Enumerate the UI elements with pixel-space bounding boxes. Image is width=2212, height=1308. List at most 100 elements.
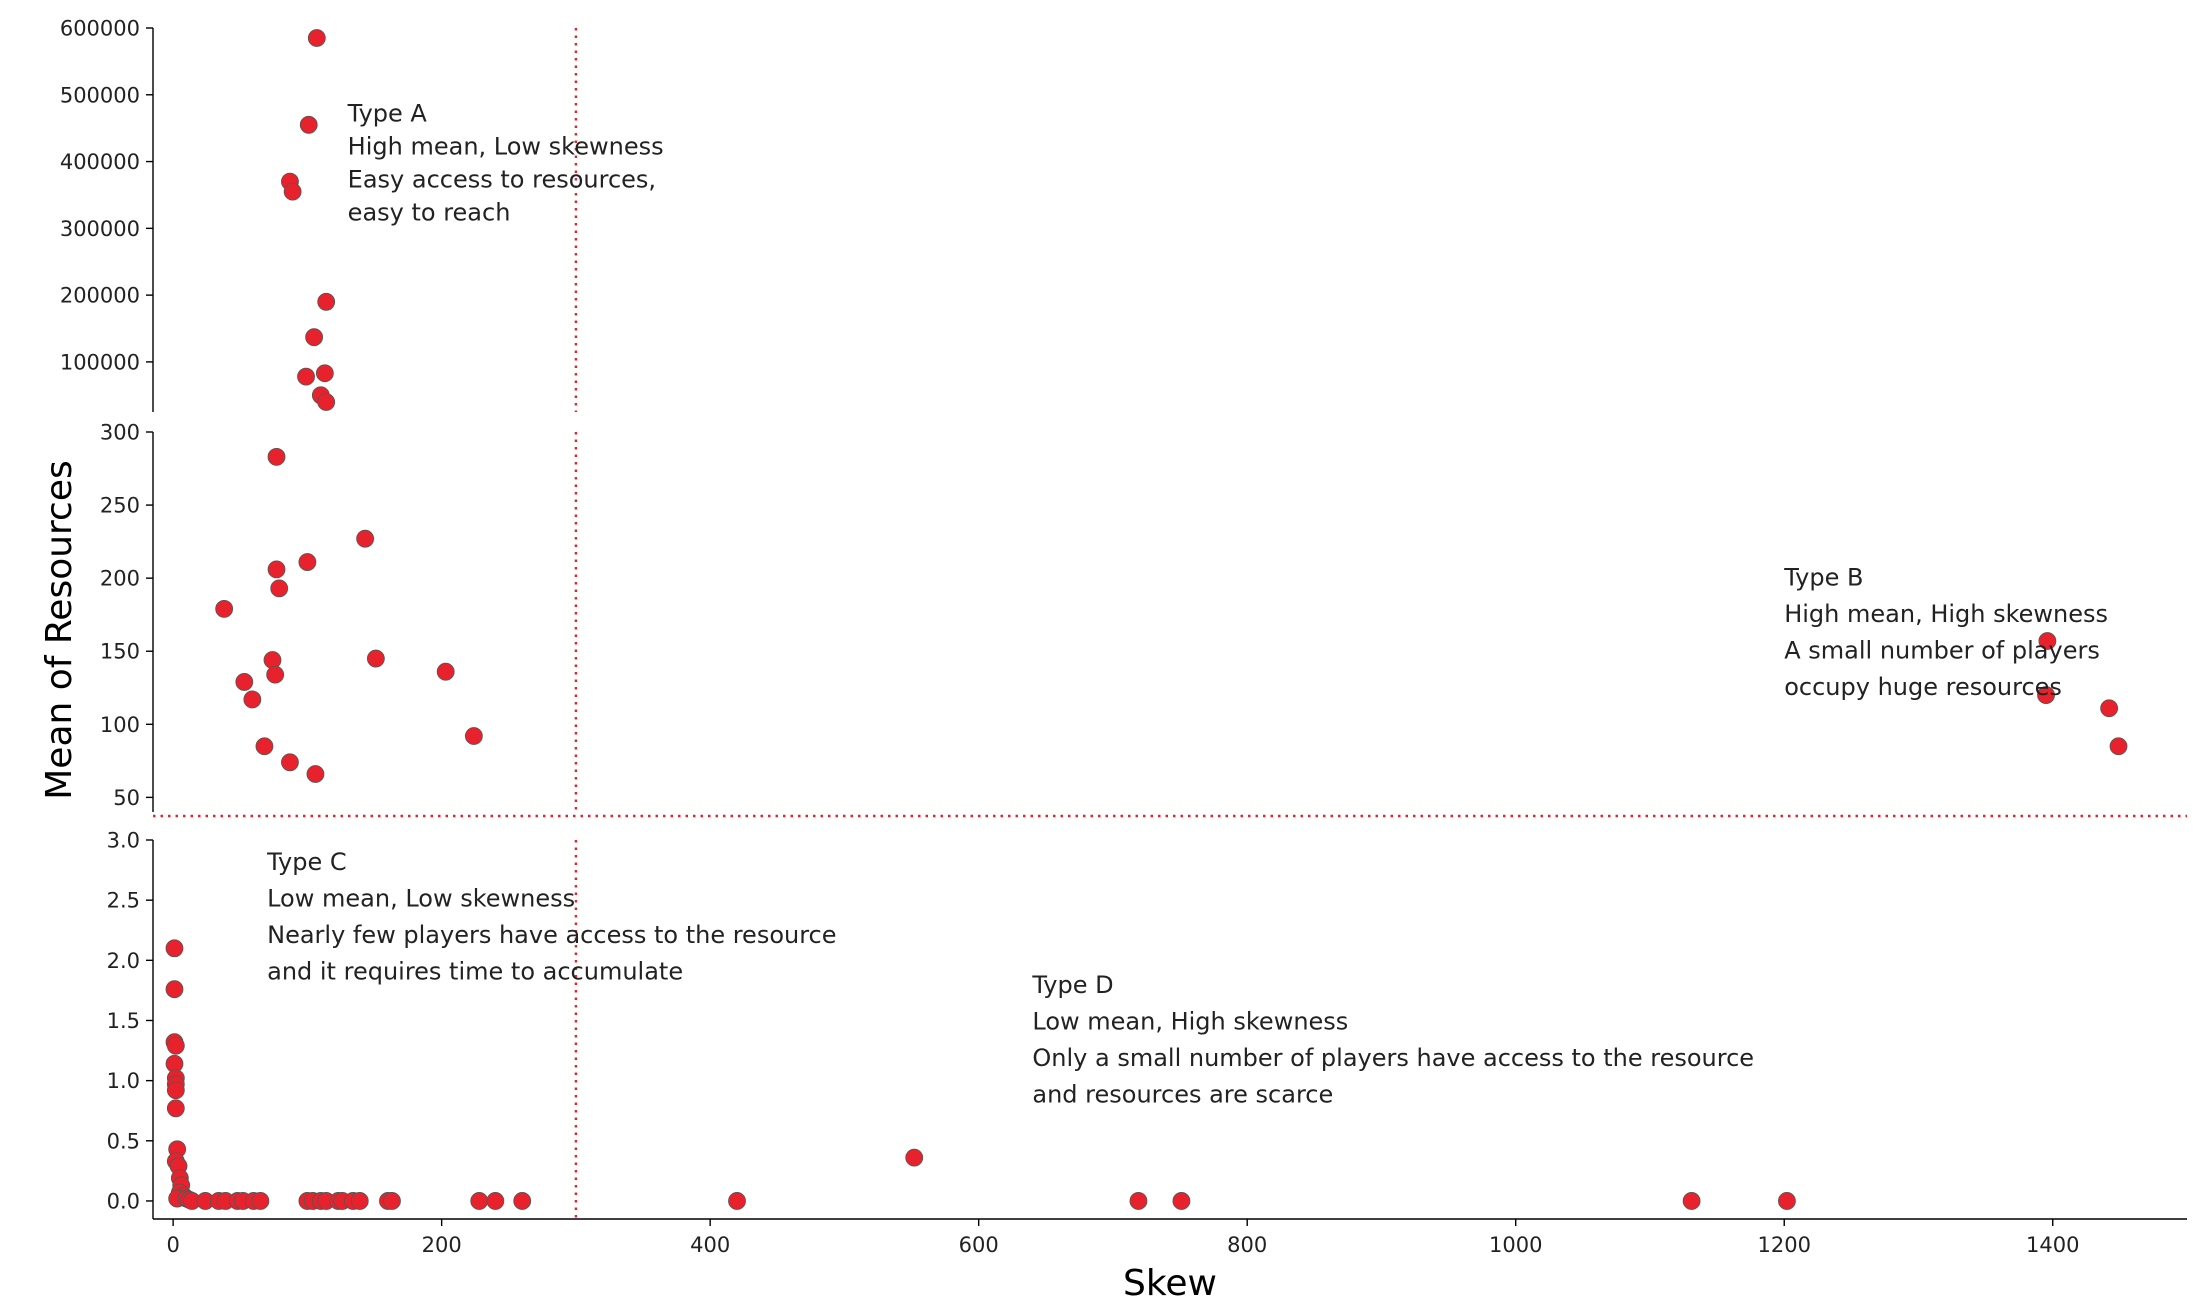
panel-middle: 50 100 150 200 250 300 — [100, 421, 154, 812]
x-tick-label: 800 — [1227, 1233, 1267, 1257]
data-point — [166, 1081, 185, 1100]
y-tick-label: 0.0 — [107, 1189, 140, 1213]
data-point — [281, 753, 299, 772]
data-point — [251, 1192, 270, 1210]
x-tick-label: 1400 — [2026, 1233, 2079, 1257]
data-point — [165, 980, 184, 999]
y-tick-label: 0.5 — [107, 1129, 140, 1153]
data-point — [297, 367, 315, 386]
x-tick-label: 200 — [422, 1233, 462, 1257]
x-tick-label: 1000 — [1489, 1233, 1542, 1257]
reference-lines — [153, 28, 2187, 1219]
annotation-line: easy to reach — [348, 198, 511, 226]
annotation-line: High mean, High skewness — [1784, 600, 2108, 628]
data-point — [486, 1192, 505, 1210]
data-point — [728, 1192, 746, 1210]
data-point — [1778, 1192, 1796, 1210]
data-point — [2037, 686, 2055, 704]
data-point — [215, 599, 234, 618]
data-point — [307, 29, 326, 47]
data-point — [315, 364, 334, 383]
data-point — [298, 553, 317, 571]
y-tick-label: 400000 — [60, 150, 140, 174]
data-point — [305, 328, 324, 347]
x-tick-label: 0 — [166, 1233, 179, 1257]
data-point — [1682, 1192, 1701, 1210]
annotation-line: Type A — [347, 99, 428, 127]
annotation-type-d: Type D Low mean, High skewness Only a smal… — [1031, 971, 1754, 1109]
annotation-line: High mean, Low skewness — [348, 132, 664, 160]
annotations: Type A High mean, Low skewness Easy access… — [266, 99, 2108, 1108]
y-tick-label: 50 — [113, 786, 140, 810]
data-point — [1129, 1192, 1148, 1210]
annotation-line: Only a small number of players have acce… — [1032, 1044, 1754, 1072]
y-tick-label: 1.5 — [107, 1009, 140, 1033]
y-tick-label: 300000 — [60, 217, 140, 241]
data-points — [165, 29, 2128, 1210]
data-point — [317, 292, 336, 311]
data-point — [383, 1192, 401, 1210]
data-point — [270, 579, 289, 598]
y-tick-label: 200 — [100, 567, 140, 591]
data-point — [266, 665, 285, 684]
x-axis: 0 200 400 600 800 1000 1200 1400 — [153, 1218, 2187, 1257]
annotation-type-c: Type C Low mean, Low skewness Nearly few p… — [266, 848, 836, 986]
y-tick-label: 500000 — [60, 83, 140, 107]
annotation-line: Low mean, High skewness — [1032, 1007, 1348, 1035]
annotation-line: Low mean, Low skewness — [267, 885, 575, 913]
data-point — [166, 1036, 185, 1055]
data-point — [2100, 699, 2119, 718]
data-point — [905, 1148, 924, 1167]
annotation-type-b: Type B High mean, High skewness A small nu… — [1783, 563, 2108, 701]
annotation-line: Nearly few players have access to the re… — [267, 921, 836, 949]
y-tick-label: 300 — [100, 421, 140, 445]
annotation-line: A small number of players — [1784, 636, 2100, 664]
y-tick-label: 200000 — [60, 284, 140, 308]
y-tick-label: 100 — [100, 713, 140, 737]
data-point — [263, 651, 282, 669]
data-point — [464, 727, 483, 745]
data-point — [350, 1192, 369, 1210]
data-point — [317, 393, 336, 411]
data-point — [2038, 632, 2057, 650]
data-point — [356, 529, 375, 548]
y-tick-label: 100000 — [60, 350, 140, 374]
chart-panels: 100000 200000 300000 400000 500000 600000 50 10… — [60, 17, 154, 1219]
annotation-line: occupy huge resources — [1784, 673, 2062, 701]
data-point — [366, 649, 385, 668]
annotation-line: and it requires time to accumulate — [267, 958, 683, 986]
annotation-line: Type B — [1783, 563, 1863, 591]
data-point — [283, 182, 302, 201]
x-tick-label: 1200 — [1758, 1233, 1811, 1257]
data-point — [267, 447, 286, 466]
data-point — [166, 1099, 185, 1118]
x-tick-label: 400 — [690, 1233, 730, 1257]
data-point — [436, 662, 455, 681]
y-tick-label: 3.0 — [107, 829, 140, 853]
data-point — [255, 737, 274, 756]
y-tick-label: 150 — [100, 640, 140, 664]
data-point — [306, 765, 325, 783]
y-tick-label: 600000 — [60, 17, 140, 41]
annotation-line: Easy access to resources, — [348, 165, 656, 193]
y-tick-label: 1.0 — [107, 1069, 140, 1093]
y-tick-label: 250 — [100, 494, 140, 518]
data-point — [513, 1192, 532, 1210]
data-point — [235, 673, 254, 691]
data-point — [165, 939, 184, 958]
data-point — [267, 560, 286, 579]
panel-top: 100000 200000 300000 400000 500000 600000 — [60, 17, 154, 412]
data-point — [299, 115, 318, 134]
annotation-line: Type D — [1031, 971, 1113, 999]
data-point — [2109, 737, 2128, 756]
y-tick-label: 2.0 — [107, 949, 140, 973]
annotation-line: and resources are scarce — [1032, 1080, 1333, 1108]
data-point — [1172, 1192, 1191, 1210]
annotation-line: Type C — [266, 848, 347, 876]
data-point — [470, 1192, 489, 1210]
y-tick-label: 2.5 — [107, 889, 140, 913]
y-axis-title: Mean of Resources — [39, 460, 80, 800]
annotation-type-a: Type A High mean, Low skewness Easy access… — [347, 99, 664, 226]
x-axis-title: Skew — [1123, 1263, 1217, 1304]
